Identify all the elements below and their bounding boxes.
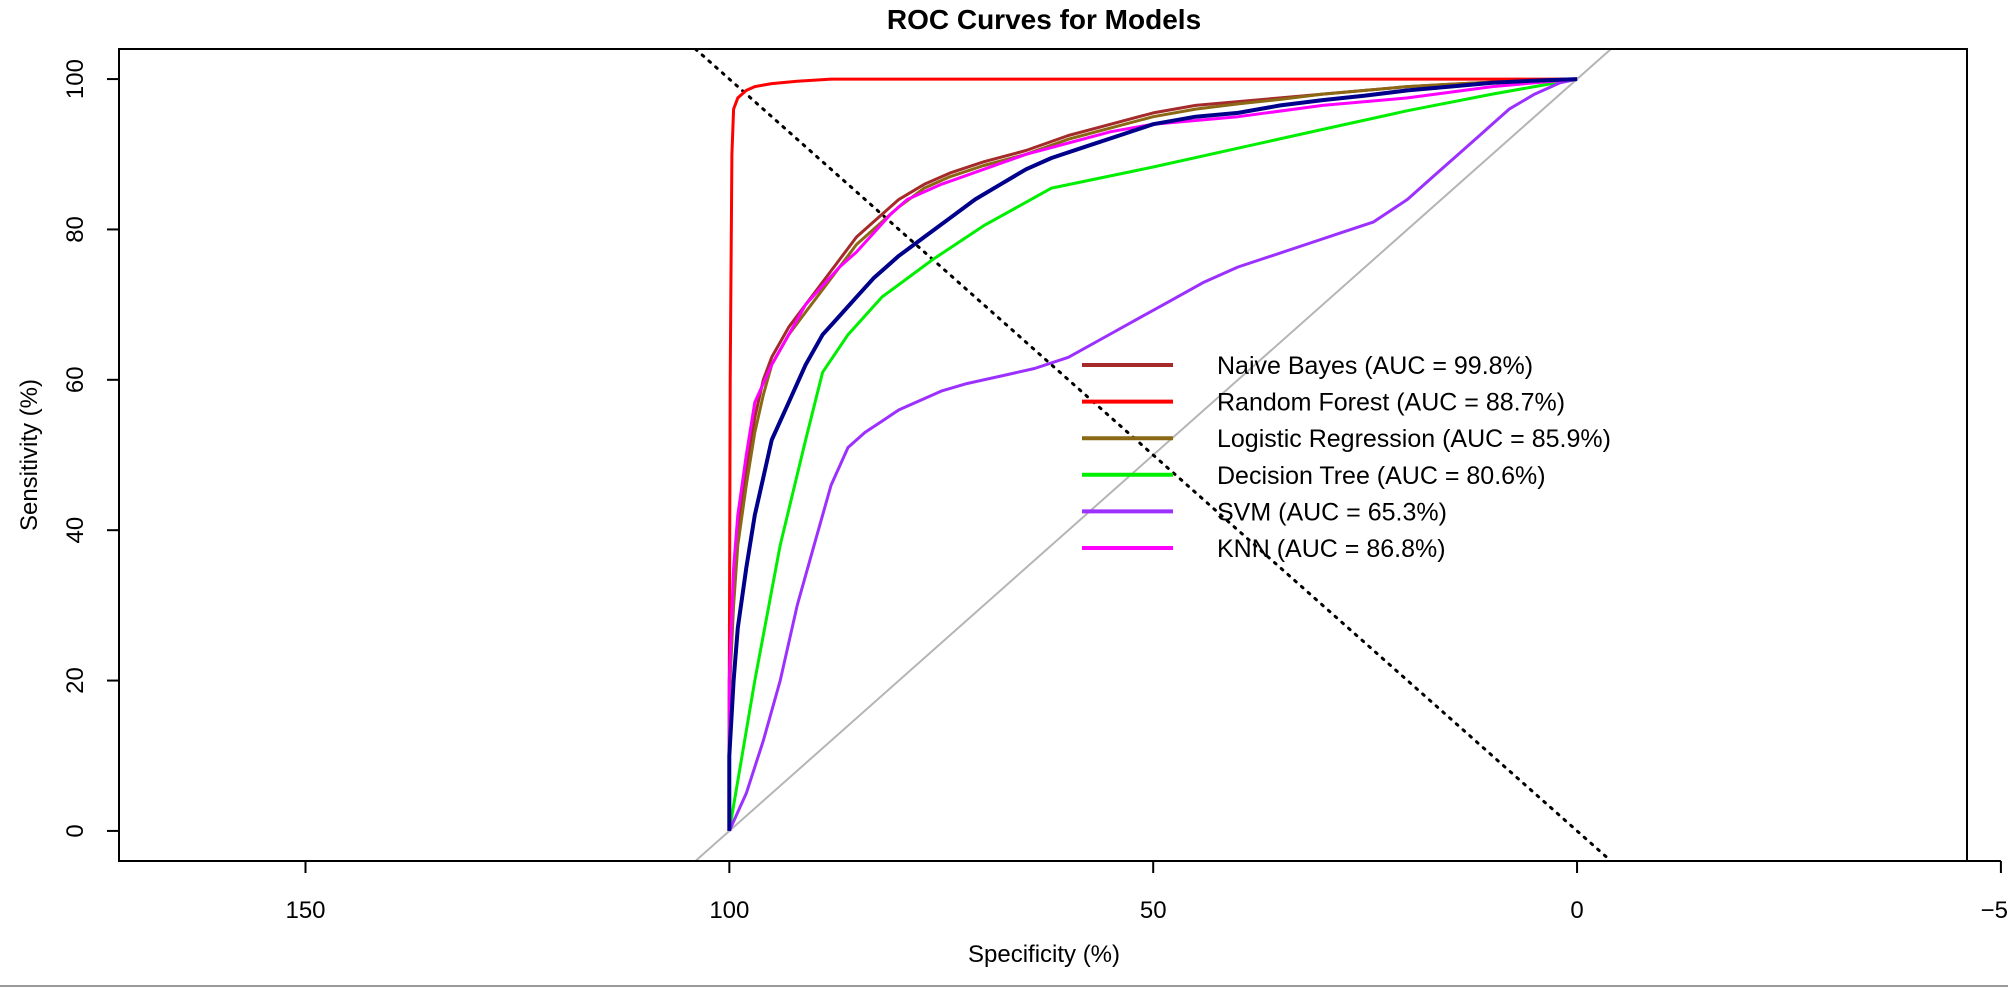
x-axis-label: Specificity (%) bbox=[968, 941, 1120, 968]
legend-label: SVM (AUC = 65.3%) bbox=[1217, 498, 1447, 526]
legend-label: Logistic Regression (AUC = 85.9%) bbox=[1217, 425, 1611, 453]
legend-label: Random Forest (AUC = 88.7%) bbox=[1217, 389, 1565, 417]
y-tick-label: 0 bbox=[62, 824, 89, 837]
bottom-divider bbox=[0, 985, 2008, 987]
y-tick-label: 20 bbox=[62, 667, 89, 694]
series-line-logistic-regression bbox=[727, 77, 1578, 831]
legend-label: KNN (AUC = 86.8%) bbox=[1217, 535, 1446, 563]
x-tick-label: 50 bbox=[1140, 897, 1167, 924]
series-line-unlabeled bbox=[727, 77, 1578, 831]
series-line-random-forest bbox=[727, 77, 1578, 831]
y-axis: 0 20 40 60 80 100 bbox=[62, 59, 120, 838]
y-tick-label: 80 bbox=[62, 216, 89, 243]
reference-line-dotted bbox=[693, 49, 1613, 861]
plot-area bbox=[693, 49, 1613, 861]
x-axis: 150 100 50 0 −50 bbox=[285, 860, 2008, 924]
legend-label: Naive Bayes (AUC = 99.8%) bbox=[1217, 352, 1533, 380]
y-axis-label: Sensitivity (%) bbox=[16, 379, 43, 531]
series-line-svm bbox=[727, 77, 1578, 832]
x-tick-label: 150 bbox=[285, 897, 325, 924]
chart-title: ROC Curves for Models bbox=[887, 4, 1201, 35]
y-tick-label: 60 bbox=[62, 366, 89, 393]
x-tick-label: 100 bbox=[709, 897, 749, 924]
series-line-knn bbox=[727, 77, 1578, 831]
series-line-decision-tree bbox=[727, 77, 1578, 832]
plot-frame bbox=[118, 48, 1968, 862]
y-tick-label: 40 bbox=[62, 517, 89, 544]
legend: Naive Bayes (AUC = 99.8%) Random Forest (… bbox=[1082, 352, 1611, 563]
y-tick-label: 100 bbox=[62, 59, 89, 99]
legend-label: Decision Tree (AUC = 80.6%) bbox=[1217, 462, 1546, 490]
x-tick-label: −50 bbox=[1981, 897, 2008, 924]
x-tick-label: 0 bbox=[1570, 897, 1583, 924]
